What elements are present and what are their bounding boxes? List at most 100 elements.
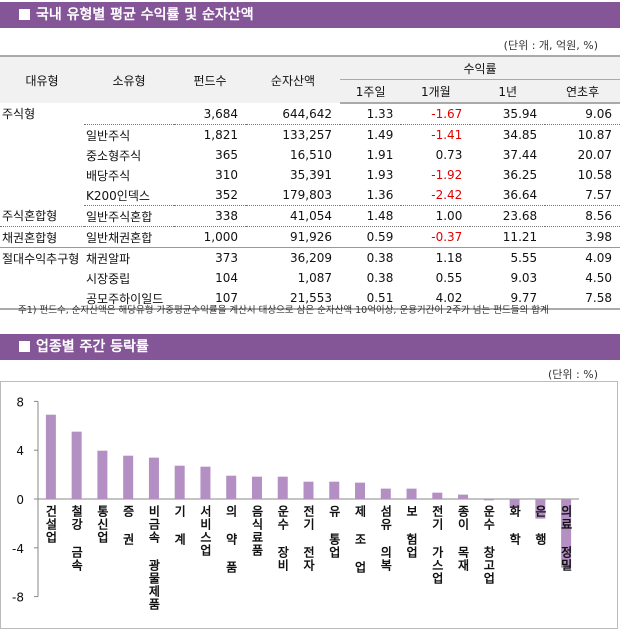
header-assets: 순자산액 (246, 55, 340, 103)
table-row: 주식혼합형 일반주식혼합 338 41,054 1.48 1.00 23.68 8.56 (0, 205, 620, 227)
cell-funds: 365 (215, 148, 238, 162)
cell-minor: 일반채권혼합 (84, 226, 174, 248)
x-tick-label: 통신업 (95, 505, 110, 544)
x-tick-label: 화 학 (507, 505, 522, 546)
cell-w1: 1.91 (366, 148, 394, 162)
section-header-sector-returns: 업종별 주간 등락률 (0, 334, 620, 360)
x-tick-label: 증 권 (121, 505, 136, 546)
cell-y1: 11.21 (470, 226, 546, 248)
header-funds: 펀드수 (174, 55, 246, 103)
bar (174, 465, 185, 499)
cell-funds: 310 (215, 168, 238, 182)
bar (432, 492, 443, 499)
bar (123, 455, 134, 499)
cell-y1: 34.85 (502, 128, 538, 142)
cell-assets: 133,257 (282, 128, 332, 142)
cell-major (0, 125, 84, 146)
cell-m1: 0.73 (435, 148, 463, 162)
cell-assets: 16,510 (290, 148, 332, 162)
cell-major (0, 288, 84, 310)
table-row: 시장중립 104 1,087 0.38 0.55 9.03 4.50 (0, 268, 620, 288)
y-tick-label: 4 (16, 444, 24, 458)
cell-major (0, 185, 84, 206)
cell-major: 주식형 (2, 107, 36, 122)
bar (406, 488, 417, 499)
cell-assets: 36,209 (290, 251, 332, 265)
square-bullet-icon (19, 341, 30, 352)
cell-minor: 채권알파 (86, 251, 131, 266)
bar (329, 481, 340, 499)
cell-assets: 1,087 (297, 271, 332, 285)
cell-m1: -1.92 (431, 168, 463, 182)
bar (251, 476, 262, 499)
section-title: 업종별 주간 등락률 (36, 339, 149, 355)
x-tick-label: 유 통업 (327, 505, 342, 559)
cell-w1: 0.59 (340, 226, 402, 248)
bar (535, 499, 546, 519)
bar (303, 481, 314, 499)
bar (483, 499, 494, 501)
cell-ytd: 7.58 (545, 288, 620, 310)
y-tick-label: 0 (16, 493, 24, 507)
cell-w1: 1.36 (340, 185, 402, 206)
cell-y1: 23.68 (470, 205, 546, 227)
cell-minor (84, 103, 174, 125)
x-tick-label: 의 약 품 (224, 505, 239, 574)
cell-y1: 37.44 (502, 148, 538, 162)
header-1year: 1년 (470, 79, 546, 104)
cell-major: 절대수익추구형 (2, 251, 80, 266)
cell-assets: 35,391 (290, 168, 332, 182)
cell-funds: 3,684 (174, 103, 246, 125)
x-tick-label: 은 행 (533, 505, 548, 546)
cell-ytd: 7.57 (545, 185, 620, 206)
table-row: 공모주하이일드 107 21,553 0.51 4.02 9.77 7.58 (0, 288, 620, 310)
cell-ytd: 3.98 (545, 226, 620, 248)
bar (355, 482, 366, 499)
cell-minor: 공모주하이일드 (84, 288, 174, 310)
x-tick-label: 보 험업 (404, 505, 419, 559)
cell-w1: 0.38 (366, 251, 394, 265)
header-returns: 수익률 (340, 55, 620, 80)
cell-m1: -1.67 (401, 103, 471, 125)
cell-major: 주식혼합형 (0, 205, 84, 227)
cell-w1: 0.38 (366, 271, 394, 285)
cell-w1: 1.33 (340, 103, 402, 125)
bar (148, 457, 159, 499)
x-tick-label: 건설업 (43, 505, 58, 544)
table-row: 주식형 3,684 644,642 1.33 -1.67 35.94 9.06 (0, 103, 620, 125)
cell-y1: 9.77 (470, 288, 546, 310)
section-header-fund-returns: 국내 유형별 평균 수익률 및 순자산액 (0, 2, 620, 28)
cell-minor: 시장중립 (86, 271, 131, 286)
cell-funds: 1,000 (174, 226, 246, 248)
cell-m1: 0.55 (435, 271, 463, 285)
cell-ytd: 8.56 (545, 205, 620, 227)
x-tick-label: 서비스업 (198, 505, 213, 557)
cell-minor: 배당주식 (86, 168, 131, 183)
x-tick-label: 제 조 업 (353, 505, 368, 574)
header-1month: 1개월 (401, 79, 471, 104)
x-tick-label: 철강 금속 (69, 505, 84, 572)
cell-assets: 644,642 (246, 103, 340, 125)
bar (561, 499, 572, 568)
cell-minor: 일반주식 (86, 128, 131, 143)
table-row: 절대수익추구형 채권알파 373 36,209 0.38 1.18 5.55 4.09 (0, 248, 620, 269)
square-bullet-icon (19, 9, 30, 20)
cell-major (0, 268, 84, 288)
cell-ytd: 9.06 (545, 103, 620, 125)
table-row: 일반주식 1,821 133,257 1.49 -1.41 34.85 10.87 (0, 125, 620, 146)
cell-major: 채권혼합형 (0, 226, 84, 248)
x-tick-label: 전기 가스업 (430, 505, 445, 585)
cell-m1: 1.18 (435, 251, 463, 265)
cell-y1: 36.64 (470, 185, 546, 206)
x-tick-label: 섬유 의복 (378, 505, 393, 572)
bar (458, 494, 469, 499)
cell-y1: 9.03 (510, 271, 538, 285)
cell-y1: 35.94 (470, 103, 546, 125)
sector-bar-chart: 8 4 0 -4 -8 건설업 철강 금속 통신업 증 권 비금속 광물제품 기 계 서비스업 의 약… (0, 381, 618, 629)
cell-assets: 179,803 (246, 185, 340, 206)
x-tick-label: 종이 목재 (456, 505, 471, 572)
x-tick-label: 기 계 (172, 505, 187, 546)
cell-m1: 4.02 (401, 288, 471, 310)
header-minor: 소유형 (84, 55, 174, 103)
unit-label: (단위 : %) (548, 368, 598, 381)
